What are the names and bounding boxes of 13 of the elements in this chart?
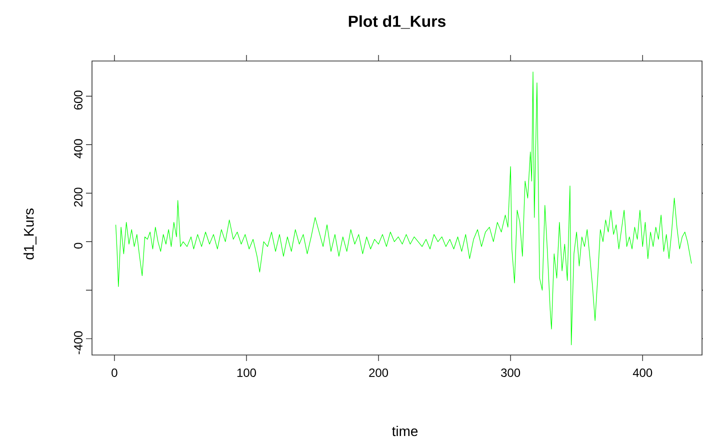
y-tick-label: -400 [74, 331, 82, 354]
x-tick-label: 100 [237, 368, 256, 377]
x-tick-label: 200 [369, 368, 388, 377]
x-tick-label: 300 [501, 368, 520, 377]
y-tick-label: 200 [74, 188, 82, 207]
x-axis-title: time [392, 426, 418, 436]
x-tick-label: 400 [632, 368, 652, 377]
x-tick-label: 0 [112, 368, 118, 377]
y-tick-label: 400 [74, 139, 82, 158]
y-tick-label: 0 [74, 242, 82, 249]
y-axis-title: d1_Kurs [24, 208, 36, 260]
chart-title: Plot d1_Kurs [348, 15, 446, 29]
y-tick-label: 600 [74, 90, 82, 110]
